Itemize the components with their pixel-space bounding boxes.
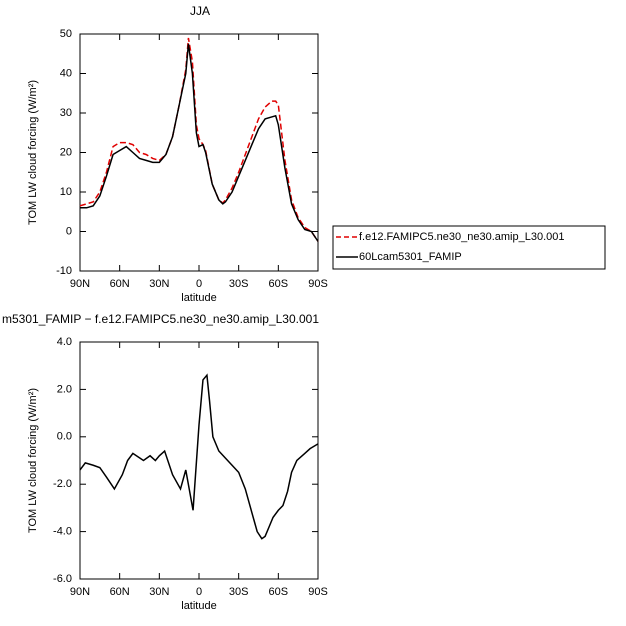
y-tick-label: -6.0 (53, 573, 72, 585)
x-tick-label: 90N (70, 278, 90, 290)
x-tick-label: 90N (70, 586, 90, 598)
x-axis-label: latitude (181, 292, 216, 304)
y-tick-label: 30 (60, 107, 72, 119)
y-tick-label: 0 (66, 225, 72, 237)
y-tick-label: -4.0 (53, 526, 72, 538)
y-tick-label: 2.0 (57, 383, 72, 395)
x-axis-label: latitude (181, 600, 216, 612)
y-tick-label: -2.0 (53, 478, 72, 490)
x-tick-label: 0 (196, 278, 202, 290)
x-tick-label: 60N (110, 278, 130, 290)
y-tick-label: 0.0 (57, 431, 72, 443)
y-tick-label: 10 (60, 186, 72, 198)
x-tick-label: 60S (269, 278, 289, 290)
x-tick-label: 90S (308, 278, 328, 290)
chart-title: JJA (190, 4, 210, 18)
x-tick-label: 60N (110, 586, 130, 598)
legend-label: f.e12.FAMIPC5.ne30_ne30.amip_L30.001 (359, 231, 564, 243)
y-tick-label: 40 (60, 67, 72, 79)
x-tick-label: 30S (229, 586, 249, 598)
y-tick-label: 50 (60, 28, 72, 40)
plot-frame (79, 341, 319, 580)
y-tick-label: 4.0 (57, 336, 72, 348)
x-tick-label: 60S (269, 586, 289, 598)
y-axis-label: TOM LW cloud forcing (W/m²) (27, 388, 39, 533)
y-axis-label: TOM LW cloud forcing (W/m²) (27, 80, 39, 225)
x-tick-label: 90S (308, 586, 328, 598)
x-tick-label: 30S (229, 278, 249, 290)
data-line (79, 373, 319, 540)
y-tick-label: -10 (56, 265, 72, 277)
data-line (80, 43, 319, 242)
legend-box (332, 225, 606, 270)
chart-title: m5301_FAMIP − f.e12.FAMIPC5.ne30_ne30.am… (2, 312, 319, 326)
x-tick-label: 30N (149, 586, 169, 598)
y-tick-label: 20 (60, 146, 72, 158)
data-line (79, 37, 319, 242)
x-tick-label: 30N (149, 278, 169, 290)
x-tick-label: 0 (196, 586, 202, 598)
legend-label: 60Lcam5301_FAMIP (359, 251, 462, 263)
